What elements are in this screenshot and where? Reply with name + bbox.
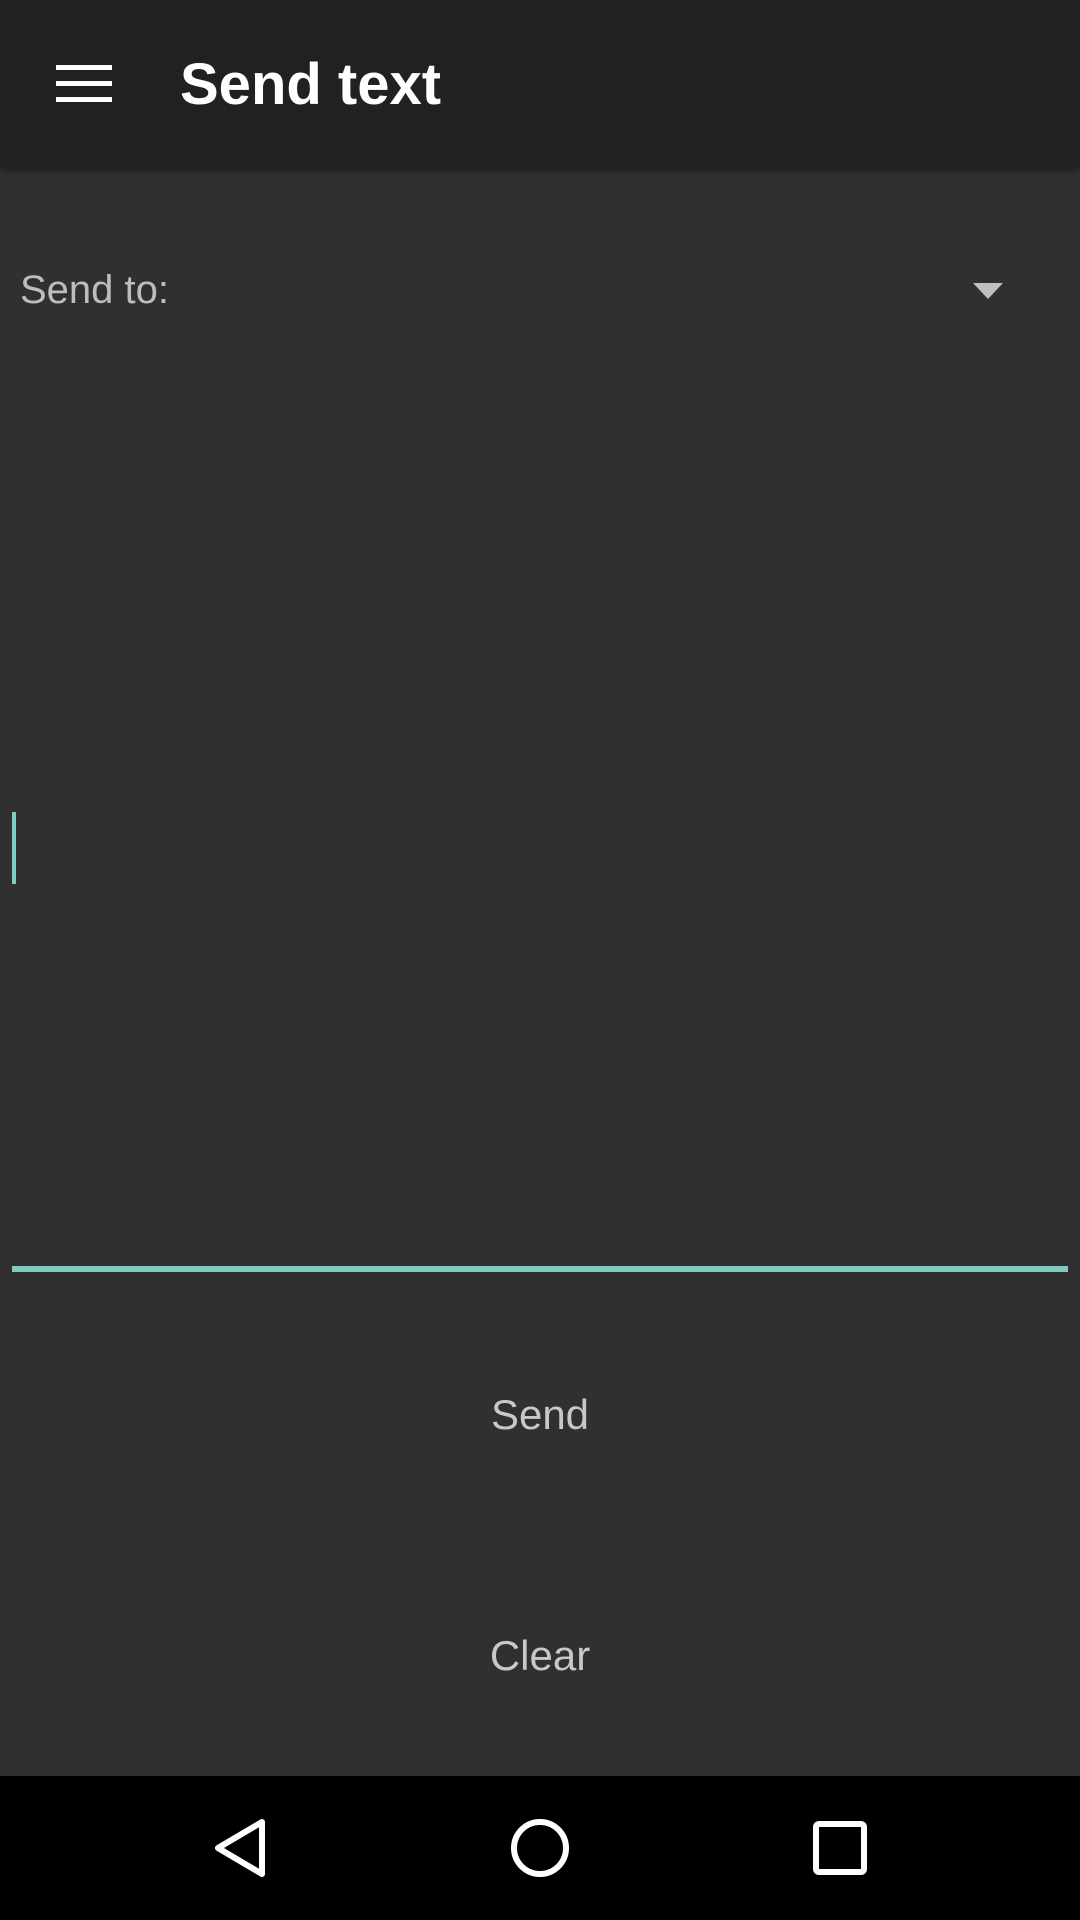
nav-home-button[interactable]	[480, 1788, 600, 1908]
hamburger-menu-icon	[56, 65, 112, 103]
send-to-spinner[interactable]: Send to:	[0, 250, 1080, 330]
send-to-label: Send to:	[20, 268, 170, 312]
message-input[interactable]	[12, 372, 1068, 1272]
send-button[interactable]: Send	[490, 1391, 590, 1438]
page-title: Send text	[180, 52, 442, 117]
text-cursor	[12, 812, 16, 884]
system-nav-bar	[0, 1776, 1080, 1920]
nav-recents-button[interactable]	[780, 1788, 900, 1908]
home-circle-icon	[511, 1819, 569, 1877]
menu-button[interactable]	[36, 44, 132, 124]
clear-button[interactable]: Clear	[489, 1632, 591, 1679]
app-bar: Send text	[0, 0, 1080, 168]
message-input-underline	[12, 1266, 1068, 1272]
nav-back-button[interactable]	[180, 1788, 300, 1908]
dropdown-arrow-icon	[973, 283, 1003, 299]
back-triangle-icon	[215, 1819, 265, 1877]
recents-square-icon	[813, 1821, 867, 1875]
